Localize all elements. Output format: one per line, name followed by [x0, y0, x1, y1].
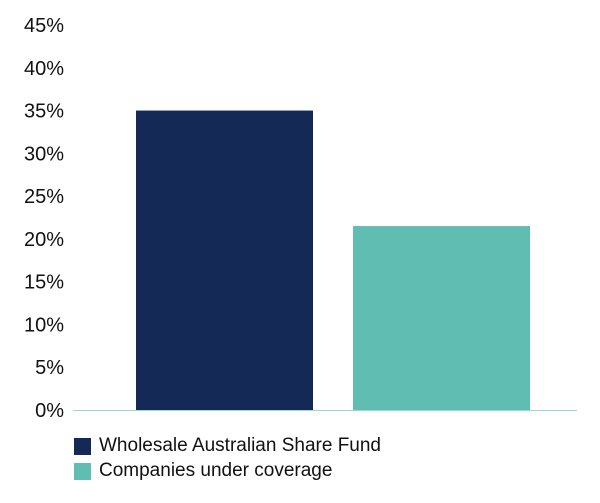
legend-item-wholesale-australian-share-fund: Wholesale Australian Share Fund	[74, 434, 381, 458]
y-axis-labels: 0% 5% 10% 15% 20% 25% 30% 35% 40% 45%	[24, 15, 64, 422]
legend: Wholesale Australian Share Fund Companie…	[74, 434, 381, 484]
y-tick-label: 20%	[24, 229, 64, 251]
legend-label-companies-under-coverage: Companies under coverage	[99, 460, 333, 481]
y-tick-label: 45%	[24, 15, 64, 37]
bars-group	[136, 110, 530, 411]
bar-companies-under-coverage	[353, 226, 530, 410]
y-tick-label: 10%	[24, 314, 64, 336]
y-tick-label: 30%	[24, 143, 64, 165]
legend-item-companies-under-coverage: Companies under coverage	[74, 459, 381, 483]
y-tick-label: 25%	[24, 186, 64, 208]
legend-swatch-wholesale-australian-share-fund	[74, 437, 91, 455]
legend-label-wholesale-australian-share-fund: Wholesale Australian Share Fund	[99, 435, 381, 456]
y-tick-label: 0%	[35, 400, 64, 422]
y-tick-label: 40%	[24, 58, 64, 80]
legend-swatch-companies-under-coverage	[74, 462, 91, 480]
y-tick-label: 15%	[24, 272, 64, 294]
bar-chart: 0% 5% 10% 15% 20% 25% 30% 35% 40% 45%	[24, 15, 577, 422]
bar-wholesale-australian-share-fund	[136, 110, 313, 411]
y-tick-label: 35%	[24, 101, 64, 123]
y-tick-label: 5%	[35, 357, 64, 379]
